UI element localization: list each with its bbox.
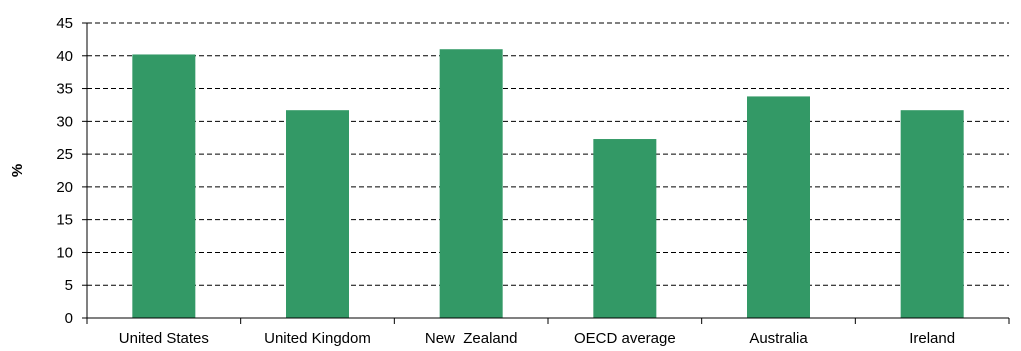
gridlines [87, 22, 1009, 286]
x-tick-label: New Zealand [425, 330, 518, 347]
y-tick-label: 25 [56, 146, 73, 163]
bar [747, 96, 810, 318]
y-tick-label: 20 [56, 179, 73, 196]
x-tick-label: United Kingdom [264, 330, 371, 347]
bars [132, 49, 964, 318]
x-tick-label: Australia [749, 330, 808, 347]
x-tick-label: United States [119, 330, 209, 347]
y-tick-label: 0 [65, 310, 73, 327]
x-tick-label: OECD average [574, 330, 676, 347]
y-tick-label: 10 [56, 244, 73, 261]
bar [593, 139, 657, 318]
bar [132, 54, 196, 318]
y-tick-label: 40 [56, 48, 73, 65]
y-ticks: 0 5 10 15 20 25 30 35 40 45 [56, 15, 87, 327]
y-tick-label: 45 [56, 15, 73, 32]
y-tick-label: 15 [56, 212, 73, 229]
bar [286, 110, 349, 318]
y-tick-label: 30 [56, 113, 73, 130]
y-tick-label: 5 [65, 277, 73, 294]
y-tick-label: 35 [56, 81, 73, 98]
y-axis-label: % [9, 164, 26, 177]
x-ticks: United States United Kingdom New Zealand OE… [86, 318, 1010, 347]
axes [86, 23, 1009, 319]
bar [900, 110, 964, 318]
bar [439, 49, 503, 318]
x-tick-label: Ireland [909, 330, 955, 347]
